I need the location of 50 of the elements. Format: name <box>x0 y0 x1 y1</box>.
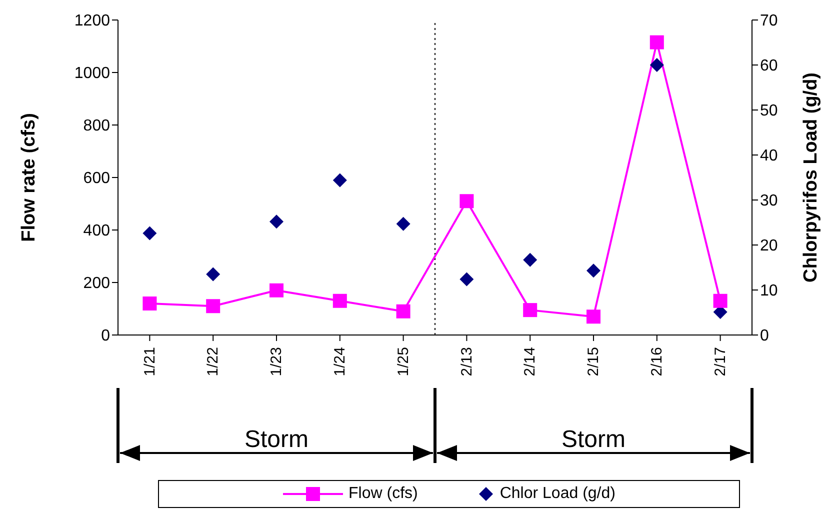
legend-label: Chlor Load (g/d) <box>500 485 616 503</box>
y-tick-label: 1000 <box>74 65 110 82</box>
point <box>332 173 347 188</box>
point <box>206 267 220 282</box>
point <box>586 264 600 278</box>
point <box>142 296 157 310</box>
point <box>713 294 728 308</box>
y2-tick-label: 60 <box>760 58 778 75</box>
y-tick-label: 800 <box>83 118 110 135</box>
point <box>586 310 600 324</box>
y-tick-label: 0 <box>101 328 110 345</box>
x-tick-label: 1/21 <box>141 347 158 376</box>
text: Storm <box>561 426 626 453</box>
y2-tick-label: 0 <box>760 328 769 345</box>
x-tick-label: 1/22 <box>204 347 222 376</box>
point <box>523 303 538 318</box>
y-tick-label: 1200 <box>74 12 110 30</box>
point <box>396 304 410 318</box>
y2-axis-title: Chlorpyrifos Load (g/d) <box>800 72 822 283</box>
x-tick-label: 2/13 <box>458 347 476 376</box>
y2-tick-label: 30 <box>760 192 778 210</box>
y2-tick-label: 70 <box>760 12 778 30</box>
x-tick-label: 1/25 <box>394 347 412 376</box>
y-tick-label: 600 <box>83 170 110 188</box>
x-tick-label: 2/17 <box>712 347 729 376</box>
point <box>460 194 474 208</box>
point <box>142 226 157 240</box>
x-tick-label: 1/23 <box>268 347 286 376</box>
point <box>650 35 664 50</box>
point <box>206 299 220 314</box>
point <box>332 294 347 308</box>
point <box>523 252 538 267</box>
x-tick-label: 2/16 <box>648 347 666 376</box>
point <box>396 216 410 231</box>
y2-tick-label: 10 <box>760 282 778 300</box>
point <box>270 214 284 229</box>
point <box>270 283 284 298</box>
x-tick-label: 2/15 <box>585 347 602 376</box>
x-tick-label: 2/14 <box>522 347 539 376</box>
y-tick-label: 200 <box>83 275 110 292</box>
y2-tick-label: 50 <box>760 102 778 120</box>
y-axis-title: Flow rate (cfs) <box>18 113 40 242</box>
y2-tick-label: 20 <box>760 238 778 255</box>
point <box>460 272 474 286</box>
x-tick-label: 1/24 <box>332 347 349 376</box>
y2-tick-label: 40 <box>760 148 778 165</box>
text: Storm <box>244 426 309 453</box>
y-tick-label: 400 <box>83 222 110 240</box>
legend-label: Flow (cfs) <box>348 485 418 503</box>
point <box>650 58 664 72</box>
